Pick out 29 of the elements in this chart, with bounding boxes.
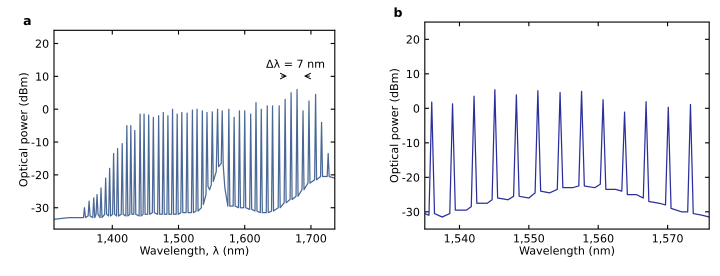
y-tick-label: -20 [32,170,48,180]
x-tick-label: 1,500 [164,234,194,244]
y-tick-label: -10 [402,138,420,148]
x-tick-label: 1,570 [652,234,683,244]
y-tick-label: 0 [42,105,48,114]
x-tick-label: 1,600 [230,234,260,244]
y-tick-label: -30 [32,204,48,212]
y-tick-label: -30 [402,208,420,216]
line-series [54,88,335,220]
x-tick-label: 1,540 [444,234,475,244]
x-tick-label: 1,700 [296,234,326,244]
y-axis-title: Optical power (dBm) [18,73,30,187]
y-tick-label: 20 [36,39,48,48]
chart-title: a [24,18,31,26]
line-series [424,89,710,218]
y-tick-label: 0 [414,104,420,113]
chart-title: b [394,7,402,18]
y-tick-label: 10 [407,70,420,78]
y-tick-label: -20 [402,173,420,182]
y-axis-title: Optical power (dBm) [390,69,400,182]
y-tick-label: -10 [32,138,48,146]
y-tick-label: 10 [36,72,48,81]
x-tick-label: 1,560 [584,234,614,244]
y-tick-label: 20 [406,35,420,44]
x-axis-title: Wavelength (nm) [519,246,614,257]
x-tick-label: 1,550 [514,234,544,244]
annotation: Δλ = 7 nm [266,59,324,68]
x-tick-label: 1,400 [98,234,128,244]
x-axis-title: Wavelength, λ (nm) [140,246,248,257]
